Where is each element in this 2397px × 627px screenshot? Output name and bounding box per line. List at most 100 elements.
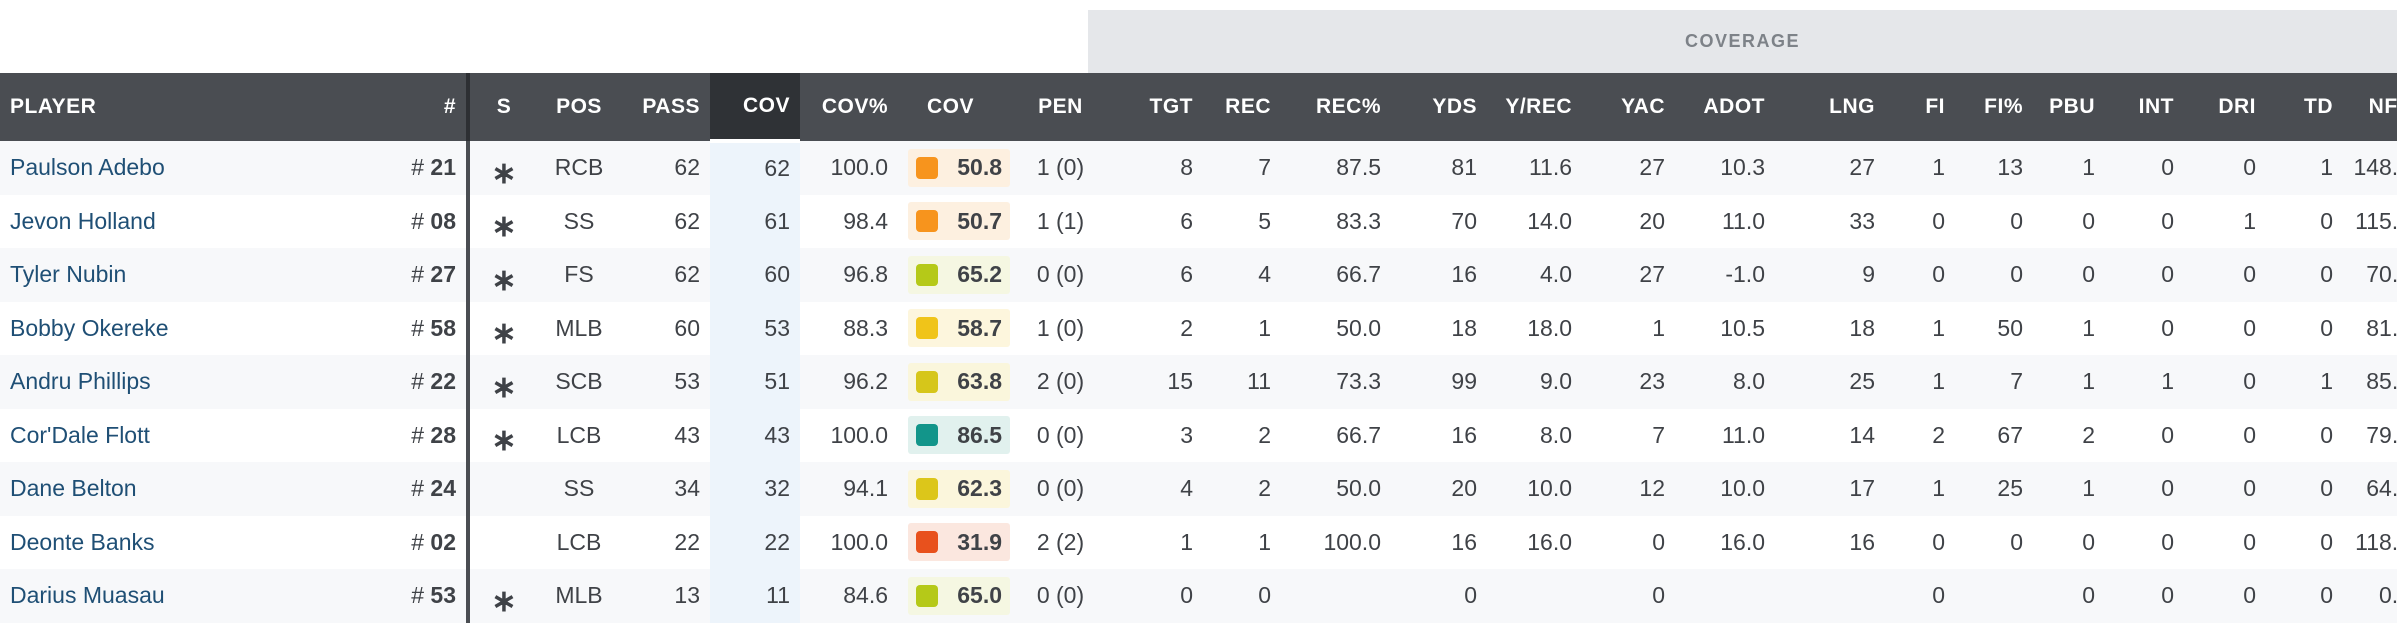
col-header-yds[interactable]: YDS — [1391, 73, 1487, 141]
col-header-int[interactable]: INT — [2105, 73, 2184, 141]
col-header-cov-grade[interactable]: COV — [898, 73, 1003, 141]
yac-cell: 23 — [1582, 355, 1675, 409]
player-name-link[interactable]: Dane Belton — [0, 462, 388, 516]
jersey-number: # 02 — [388, 515, 470, 569]
starter-asterisk-icon: ∗ — [491, 210, 517, 244]
td-cell: 0 — [2266, 462, 2343, 516]
dri-cell: 0 — [2184, 355, 2266, 409]
player-name-link[interactable]: Jevon Holland — [0, 194, 388, 248]
starter-cell: ∗ — [468, 248, 538, 302]
yards-per-rec-cell: 16.0 — [1487, 515, 1582, 569]
grade-swatch-icon — [916, 317, 938, 340]
table-row: Tyler Nubin # 27 ∗ FS 62 60 96.8 65.2 0 … — [0, 248, 2397, 302]
fi-cell: 0 — [1885, 569, 1955, 623]
col-header-lng[interactable]: LNG — [1775, 73, 1885, 141]
pbu-cell: 1 — [2033, 355, 2105, 409]
cov-grade-cell: 50.8 — [898, 141, 1010, 195]
rec-pct-cell — [1281, 569, 1391, 623]
player-name-link[interactable]: Paulson Adebo — [0, 141, 388, 195]
col-header-pen[interactable]: PEN — [1003, 73, 1118, 141]
nfl-rating-cell: 0.0 — [2343, 569, 2397, 623]
yac-cell: 27 — [1582, 141, 1675, 195]
rec-pct-cell: 66.7 — [1281, 248, 1391, 302]
adot-cell: 11.0 — [1675, 194, 1775, 248]
col-header-pos[interactable]: POS — [538, 73, 620, 141]
longest-cell: 33 — [1775, 194, 1885, 248]
grade-badge: 50.8 — [908, 148, 1010, 187]
player-name-link[interactable]: Bobby Okereke — [0, 301, 388, 355]
pass-snaps-cell: 62 — [620, 194, 710, 248]
jersey-number: # 22 — [388, 355, 470, 409]
rec-pct-cell: 87.5 — [1281, 141, 1391, 195]
col-header-player[interactable]: PLAYER — [0, 73, 388, 141]
yards-per-rec-cell: 4.0 — [1487, 248, 1582, 302]
col-header-nfl[interactable]: NFL — [2343, 73, 2397, 141]
jersey-number: # 53 — [388, 569, 470, 623]
dri-cell: 0 — [2184, 301, 2266, 355]
position-cell: SS — [538, 194, 620, 248]
receptions-cell: 11 — [1203, 355, 1281, 409]
starter-cell: ∗ — [468, 569, 538, 623]
table-row: Jevon Holland # 08 ∗ SS 62 61 98.4 50.7 … — [0, 194, 2397, 248]
player-name-link[interactable]: Cor'Dale Flott — [0, 408, 388, 462]
cov-snaps-cell: 62 — [710, 141, 800, 195]
yards-per-rec-cell — [1487, 569, 1582, 623]
dri-cell: 1 — [2184, 194, 2266, 248]
col-header-yrec[interactable]: Y/REC — [1487, 73, 1582, 141]
grade-badge: 65.0 — [908, 576, 1010, 615]
column-group-row: COVERAGE — [0, 0, 2397, 73]
cov-snaps-cell: 22 — [710, 515, 800, 569]
dri-cell: 0 — [2184, 462, 2266, 516]
col-header-fi-pct[interactable]: FI% — [1955, 73, 2033, 141]
fi-pct-cell: 67 — [1955, 408, 2033, 462]
coverage-stats-table: PLAYER # S POS PASS COV COV% COV PEN TGT… — [0, 73, 2397, 623]
longest-cell: 14 — [1775, 408, 1885, 462]
targets-cell: 6 — [1118, 194, 1203, 248]
int-cell: 0 — [2105, 194, 2184, 248]
col-header-tgt[interactable]: TGT — [1118, 73, 1203, 141]
player-name-link[interactable]: Darius Muasau — [0, 569, 388, 623]
col-header-adot[interactable]: ADOT — [1675, 73, 1775, 141]
receptions-cell: 0 — [1203, 569, 1281, 623]
targets-cell: 1 — [1118, 515, 1203, 569]
col-header-fi[interactable]: FI — [1885, 73, 1955, 141]
player-name-link[interactable]: Andru Phillips — [0, 355, 388, 409]
pass-snaps-cell: 53 — [620, 355, 710, 409]
cov-snaps-cell: 53 — [710, 301, 800, 355]
pbu-cell: 1 — [2033, 301, 2105, 355]
cov-grade-cell: 50.7 — [898, 194, 1010, 248]
jersey-number: # 24 — [388, 462, 470, 516]
yards-per-rec-cell: 10.0 — [1487, 462, 1582, 516]
longest-cell: 9 — [1775, 248, 1885, 302]
rec-pct-cell: 66.7 — [1281, 408, 1391, 462]
col-header-yac[interactable]: YAC — [1582, 73, 1675, 141]
yards-cell: 20 — [1391, 462, 1487, 516]
player-name-link[interactable]: Tyler Nubin — [0, 248, 388, 302]
col-header-starter[interactable]: S — [468, 73, 538, 141]
col-header-pass[interactable]: PASS — [620, 73, 710, 141]
col-header-rec[interactable]: REC — [1203, 73, 1281, 141]
position-cell: SS — [538, 462, 620, 516]
int-cell: 0 — [2105, 301, 2184, 355]
starter-cell: ∗ — [468, 355, 538, 409]
col-header-number[interactable]: # — [388, 73, 470, 141]
td-cell: 0 — [2266, 515, 2343, 569]
col-header-rec-pct[interactable]: REC% — [1281, 73, 1391, 141]
rec-pct-cell: 73.3 — [1281, 355, 1391, 409]
col-header-cov-pct[interactable]: COV% — [800, 73, 898, 141]
yac-cell: 0 — [1582, 515, 1675, 569]
starter-cell: ∗ — [468, 301, 538, 355]
col-header-pbu[interactable]: PBU — [2033, 73, 2105, 141]
cov-snaps-cell: 11 — [710, 569, 800, 623]
pbu-cell: 0 — [2033, 569, 2105, 623]
col-header-dri[interactable]: DRI — [2184, 73, 2266, 141]
receptions-cell: 1 — [1203, 515, 1281, 569]
player-name-link[interactable]: Deonte Banks — [0, 515, 388, 569]
col-header-td[interactable]: TD — [2266, 73, 2343, 141]
grade-badge: 65.2 — [908, 255, 1010, 294]
grade-badge: 50.7 — [908, 202, 1010, 241]
cov-grade-cell: 31.9 — [898, 515, 1010, 569]
adot-cell: -1.0 — [1675, 248, 1775, 302]
col-header-cov-snaps[interactable]: COV — [710, 73, 800, 143]
penalties-cell: 2 (2) — [1003, 515, 1118, 569]
